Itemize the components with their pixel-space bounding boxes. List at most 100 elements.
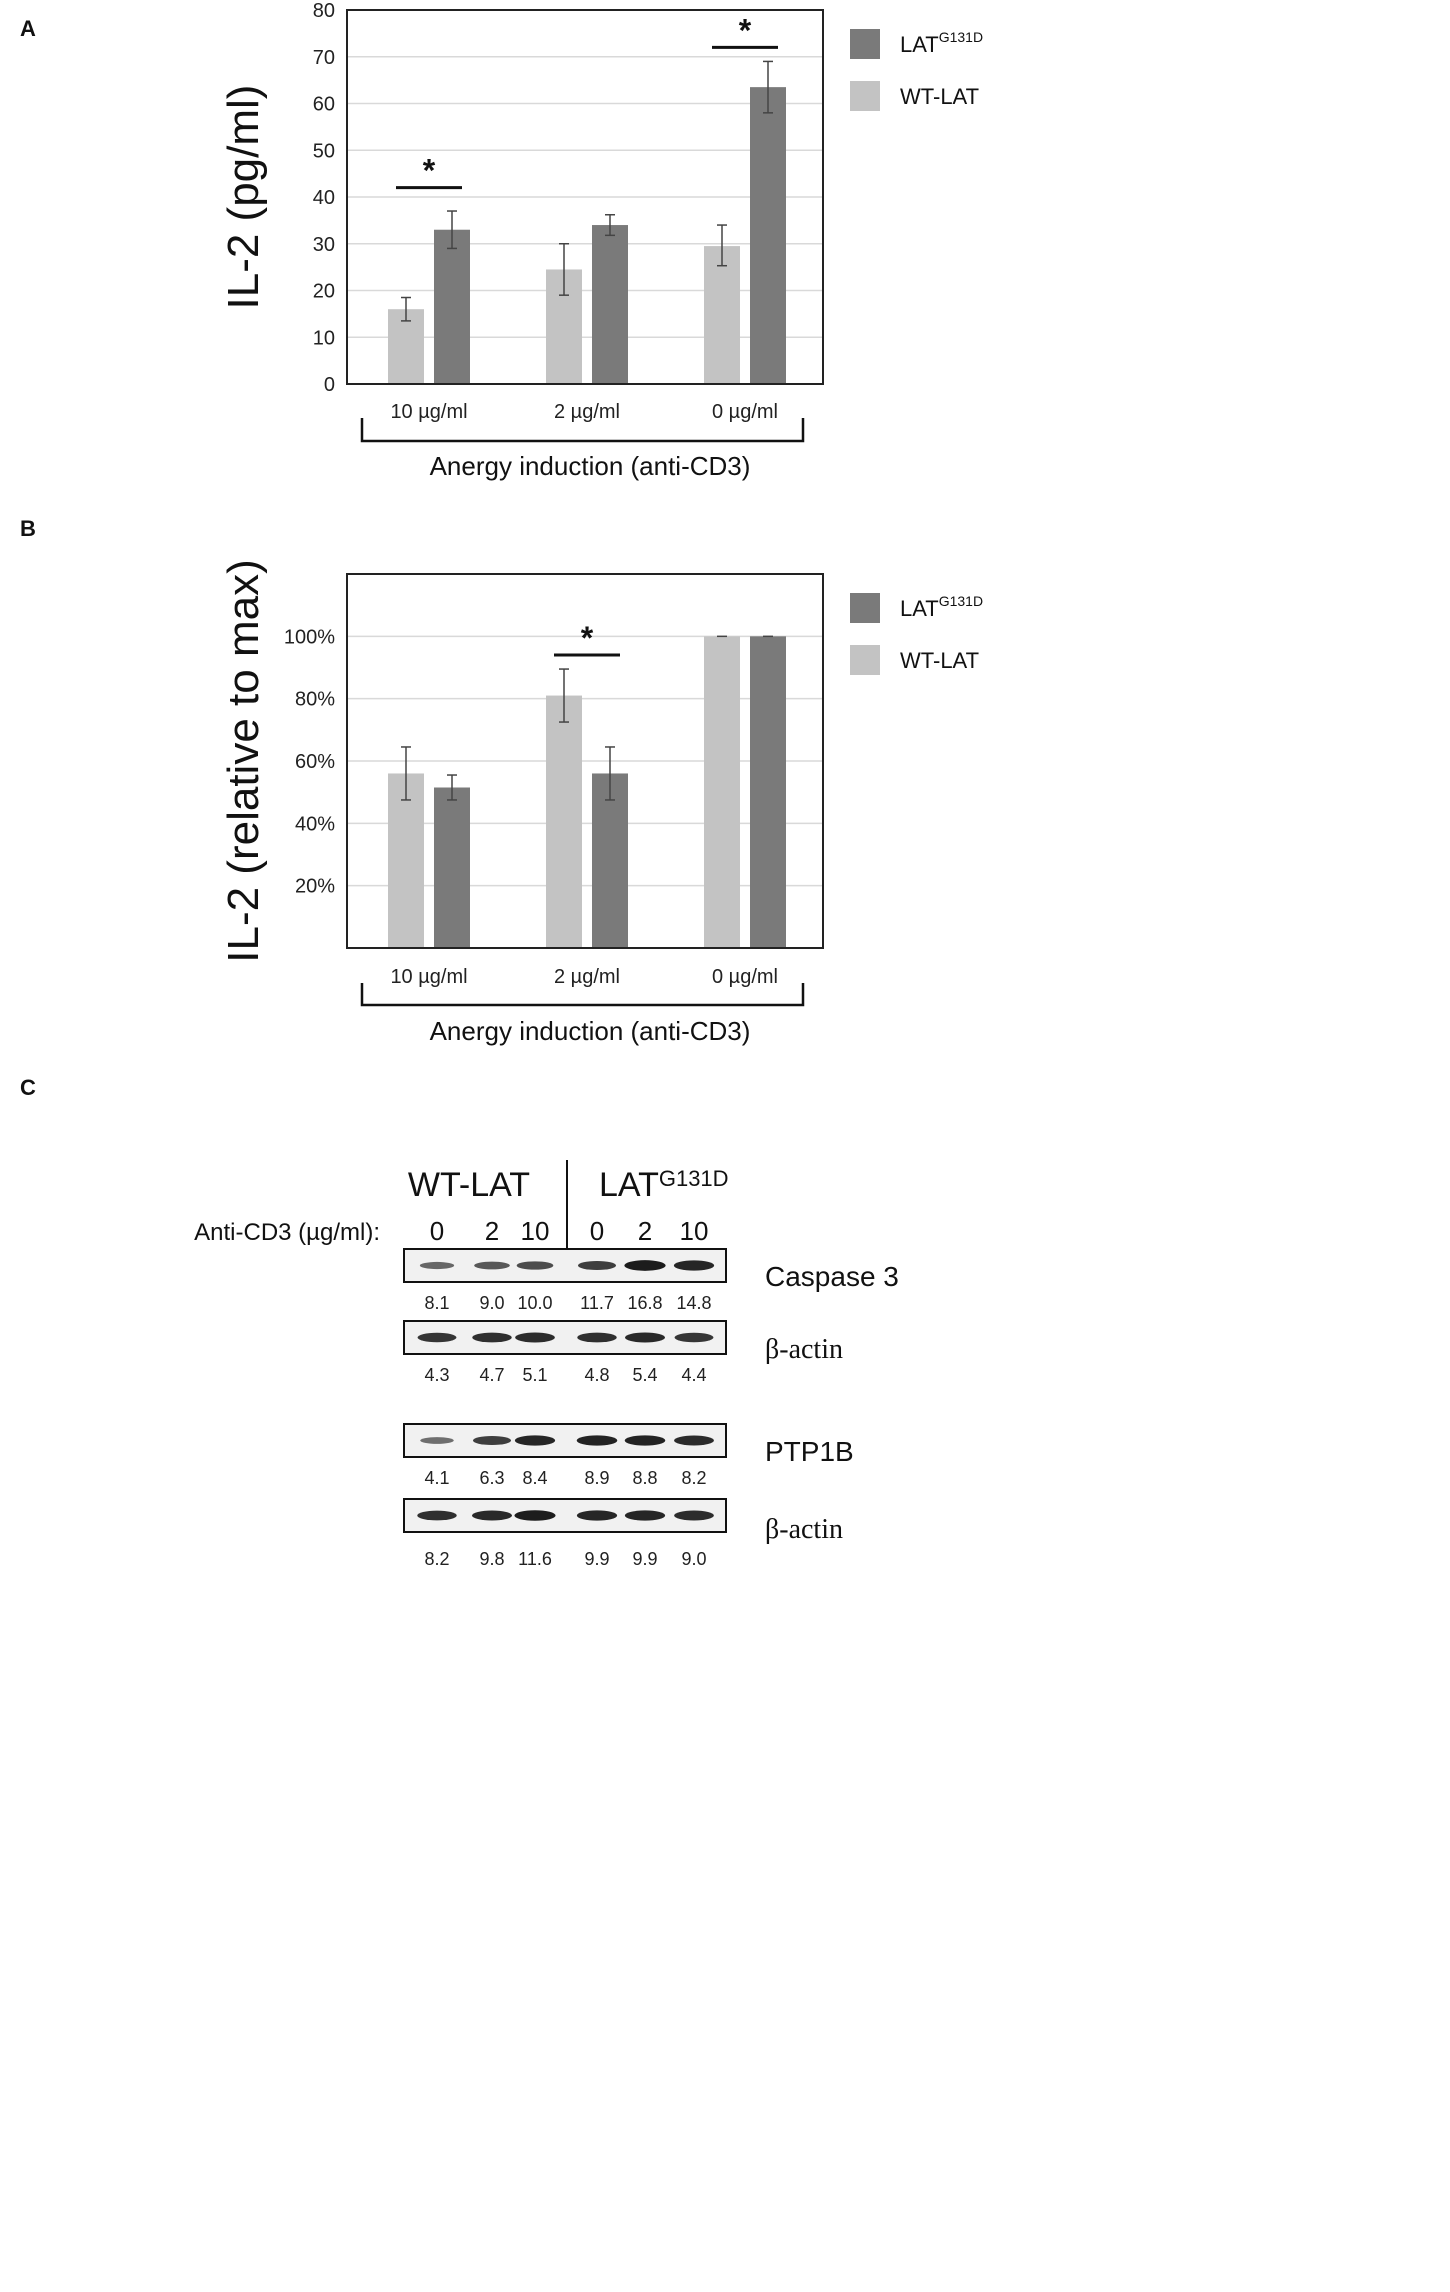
band-quantification: 9.9 (584, 1549, 609, 1569)
bar-lat-g131d-1 (592, 773, 628, 948)
blot-band (674, 1435, 714, 1446)
band-quantification: 16.8 (627, 1293, 662, 1313)
bar-wt-lat-2 (704, 636, 740, 948)
dose-value: 10 (680, 1216, 709, 1246)
blot-band (417, 1332, 457, 1343)
y-tick-label: 30 (313, 234, 335, 256)
panel-label-a: A (20, 16, 36, 41)
band-quantification: 9.0 (479, 1293, 504, 1313)
blot-band (576, 1435, 618, 1446)
x-axis-title: Anergy induction (anti-CD3) (430, 1016, 751, 1046)
group-label-lat-g131d: LATG131D (599, 1166, 729, 1204)
chart-panel-a: 0 10 20 30 40 50 60 70 80 10 µg/ml 2 µg/ml 0 µg/ml *… (219, 0, 983, 481)
band-quantification: 5.4 (632, 1365, 657, 1385)
dose-value: 2 (485, 1216, 499, 1246)
dose-value: 0 (430, 1216, 444, 1246)
band-quantification: 8.1 (424, 1293, 449, 1313)
blot-band (419, 1261, 455, 1270)
blot-band (577, 1260, 617, 1271)
legend-label: LATG131D (900, 593, 983, 621)
blot-band (624, 1510, 666, 1521)
panel-label-c: C (20, 1075, 36, 1100)
band-quantification: 4.1 (424, 1468, 449, 1488)
band-quantification: 4.7 (479, 1365, 504, 1385)
blot-band (624, 1260, 666, 1271)
bar-wt-lat-1 (546, 695, 582, 948)
band-quantification: 8.4 (522, 1468, 547, 1488)
band-quantification: 8.2 (424, 1549, 449, 1569)
significance-star: * (423, 153, 436, 189)
category-bracket (360, 418, 805, 443)
chart-panel-b: 20% 40% 60% 80% 100% 10 µg/ml 2 µg/ml 0 µg/ml * A… (219, 559, 983, 1046)
y-axis-title: IL-2 (relative to max) (219, 559, 268, 962)
y-tick-label: 40 (313, 187, 335, 209)
blot-band (514, 1510, 556, 1521)
x-tick-label: 10 µg/ml (390, 966, 467, 988)
blot-band (471, 1510, 513, 1521)
band-quantification: 8.8 (632, 1468, 657, 1488)
band-quantification: 8.9 (584, 1468, 609, 1488)
dose-value: 0 (590, 1216, 604, 1246)
blot--actin: 8.2 9.8 11.6 9.9 9.9 9.0 β-actin (403, 1498, 843, 1569)
blot-band (515, 1332, 555, 1343)
x-tick-label: 0 µg/ml (712, 401, 778, 423)
y-tick-label: 40% (295, 813, 335, 835)
y-axis-title: IL-2 (pg/ml) (219, 85, 268, 310)
dose-label: Anti-CD3 (µg/ml): (194, 1219, 380, 1246)
band-quantification: 8.2 (681, 1468, 706, 1488)
y-tick-label: 60 (313, 94, 335, 116)
legend-swatch (850, 81, 880, 111)
blot-band (417, 1510, 457, 1521)
y-tick-label: 10 (313, 327, 335, 349)
x-tick-label: 2 µg/ml (554, 401, 620, 423)
blot-band (472, 1435, 512, 1446)
significance-star: * (739, 12, 752, 48)
band-quantification: 9.8 (479, 1549, 504, 1569)
bar-lat-g131d-2 (750, 87, 786, 384)
blot-label: Caspase 3 (765, 1261, 899, 1292)
legend-label: WT-LAT (900, 648, 979, 673)
bar-lat-g131d-2 (750, 636, 786, 948)
blot-band (516, 1261, 554, 1270)
band-quantification: 9.9 (632, 1549, 657, 1569)
y-tick-label: 80% (295, 689, 335, 711)
dose-value: 10 (521, 1216, 550, 1246)
x-tick-label: 2 µg/ml (554, 966, 620, 988)
band-quantification: 10.0 (517, 1293, 552, 1313)
bar-wt-lat-0 (388, 773, 424, 948)
band-quantification: 6.3 (479, 1468, 504, 1488)
y-tick-label: 80 (313, 0, 335, 22)
panel-label-b: B (20, 516, 36, 541)
significance-star: * (581, 620, 594, 656)
y-tick-label: 20 (313, 281, 335, 303)
bar-lat-g131d-0 (434, 787, 470, 948)
bar-lat-g131d-1 (592, 225, 628, 384)
blot-band (514, 1435, 556, 1446)
y-tick-label: 20% (295, 876, 335, 898)
blot-band (624, 1435, 666, 1446)
y-tick-label: 50 (313, 140, 335, 162)
blot-band (674, 1510, 714, 1521)
bar-wt-lat-2 (704, 246, 740, 384)
y-tick-label: 0 (324, 374, 335, 396)
band-quantification: 14.8 (676, 1293, 711, 1313)
legend-label: WT-LAT (900, 84, 979, 109)
blot--actin: 4.3 4.7 5.1 4.8 5.4 4.4 β-actin (403, 1320, 843, 1385)
blot-label: PTP1B (765, 1436, 854, 1467)
blot-band (474, 1261, 510, 1270)
x-tick-label: 10 µg/ml (390, 401, 467, 423)
bar-wt-lat-0 (388, 309, 424, 384)
x-tick-label: 0 µg/ml (712, 966, 778, 988)
band-quantification: 5.1 (522, 1365, 547, 1385)
plot-frame (346, 9, 824, 385)
blot-ptp1b: 4.1 6.3 8.4 8.9 8.8 8.2 PTP1B (403, 1423, 854, 1488)
blot-band (624, 1332, 666, 1343)
y-tick-label: 60% (295, 751, 335, 773)
y-tick-label: 100% (284, 626, 335, 648)
legend-swatch (850, 593, 880, 623)
plot-frame (346, 573, 824, 949)
legend-swatch (850, 645, 880, 675)
y-tick-label: 70 (313, 47, 335, 69)
